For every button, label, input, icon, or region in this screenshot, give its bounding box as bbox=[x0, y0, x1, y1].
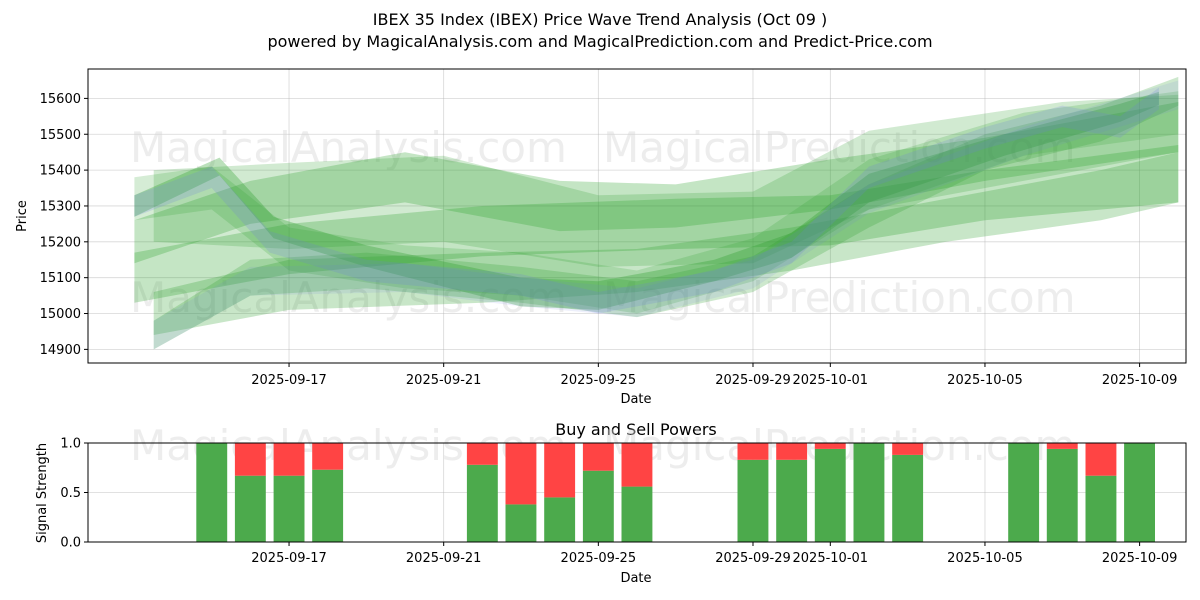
power-y-ticks: 0.0 0.5 1.0 bbox=[60, 437, 88, 551]
buy-bar bbox=[273, 475, 305, 542]
power-x-tick-label-3: 2025-09-29 bbox=[715, 551, 791, 566]
buy-bar bbox=[853, 443, 885, 542]
power-y-tick-label-2: 1.0 bbox=[60, 437, 81, 452]
price-wave-band-5 bbox=[153, 76, 1179, 350]
power-panel: Buy and Sell Powers MagicalAnalysis.com … bbox=[35, 420, 1187, 586]
power-bars bbox=[196, 443, 1155, 542]
watermark-prediction-bottom: MagicalPrediction.com bbox=[603, 273, 1076, 322]
buy-bar bbox=[312, 469, 344, 542]
power-x-tick-label-4: 2025-10-01 bbox=[793, 551, 869, 566]
power-x-ticks: 2025-09-17 2025-09-21 2025-09-25 2025-09-29… bbox=[251, 542, 1177, 566]
price-y-tick-label-7: 15600 bbox=[40, 92, 81, 107]
sell-bar bbox=[312, 443, 344, 470]
power-x-tick-label-5: 2025-10-05 bbox=[947, 551, 1023, 566]
price-gridlines bbox=[88, 69, 1186, 363]
buy-bar bbox=[544, 497, 576, 542]
price-watermarks: MagicalAnalysis.com MagicalPrediction.co… bbox=[130, 123, 1076, 322]
buy-bar bbox=[892, 454, 924, 542]
price-y-tick-label-5: 15400 bbox=[40, 164, 81, 179]
sell-bar bbox=[273, 443, 305, 476]
buy-bar bbox=[737, 459, 769, 542]
sell-bar bbox=[892, 443, 924, 455]
power-x-axis-label: Date bbox=[620, 571, 651, 586]
buy-bar bbox=[466, 464, 498, 542]
sell-bar bbox=[1046, 443, 1078, 449]
price-x-tick-label-3: 2025-09-29 bbox=[715, 373, 791, 388]
buy-bar bbox=[1046, 448, 1078, 542]
buy-bar bbox=[582, 470, 614, 542]
price-y-tick-label-2: 15100 bbox=[40, 271, 81, 286]
price-x-tick-label-4: 2025-10-01 bbox=[793, 373, 869, 388]
price-y-axis-label: Price bbox=[15, 200, 30, 232]
price-x-axis-label: Date bbox=[620, 392, 651, 407]
price-wave-band-2 bbox=[134, 145, 1179, 303]
chart-title: IBEX 35 Index (IBEX) Price Wave Trend An… bbox=[373, 10, 827, 29]
buy-bar bbox=[1008, 443, 1040, 542]
watermark-prediction-top: MagicalPrediction.com bbox=[603, 123, 1076, 172]
power-x-tick-label-1: 2025-09-21 bbox=[406, 551, 482, 566]
sell-bar bbox=[466, 443, 498, 465]
buy-bar bbox=[621, 486, 653, 542]
buy-bar bbox=[196, 443, 228, 542]
price-y-ticks: 14900 15000 15100 15200 15300 15400 15500 15600 bbox=[40, 92, 88, 358]
buy-bar bbox=[814, 448, 846, 542]
price-wave-band-3 bbox=[153, 152, 1179, 335]
power-y-tick-label-0: 0.0 bbox=[60, 536, 81, 551]
buy-bar bbox=[776, 459, 808, 542]
sell-bar bbox=[1085, 443, 1117, 476]
power-y-tick-label-1: 0.5 bbox=[60, 486, 81, 501]
price-x-tick-label-1: 2025-09-21 bbox=[406, 373, 482, 388]
price-x-tick-label-5: 2025-10-05 bbox=[947, 373, 1023, 388]
sell-bar bbox=[505, 443, 537, 505]
price-x-tick-label-0: 2025-09-17 bbox=[251, 373, 327, 388]
sell-bar bbox=[582, 443, 614, 471]
power-x-tick-label-0: 2025-09-17 bbox=[251, 551, 327, 566]
buy-bar bbox=[505, 504, 537, 542]
price-wave-band-4 bbox=[153, 94, 1179, 267]
price-wave-band-8 bbox=[153, 80, 1179, 350]
price-y-tick-label-6: 15500 bbox=[40, 128, 81, 143]
watermark-analysis-power: MagicalAnalysis.com bbox=[130, 421, 567, 470]
power-y-axis-label: Signal Strength bbox=[35, 443, 50, 543]
price-panel: MagicalAnalysis.com MagicalPrediction.co… bbox=[15, 68, 1187, 407]
buy-bar bbox=[1124, 443, 1155, 542]
watermark-analysis-top: MagicalAnalysis.com bbox=[130, 123, 567, 172]
watermark-analysis-bottom: MagicalAnalysis.com bbox=[130, 273, 567, 322]
price-x-tick-label-6: 2025-10-09 bbox=[1102, 373, 1178, 388]
price-y-tick-label-3: 15200 bbox=[40, 235, 81, 250]
sell-bar bbox=[737, 443, 769, 460]
price-x-tick-label-2: 2025-09-25 bbox=[561, 373, 637, 388]
price-x-ticks: 2025-09-17 2025-09-21 2025-09-25 2025-09-29… bbox=[251, 363, 1177, 388]
power-x-tick-label-6: 2025-10-09 bbox=[1102, 551, 1178, 566]
price-y-tick-label-1: 15000 bbox=[40, 307, 81, 322]
price-wave-band-6 bbox=[134, 91, 1179, 314]
buy-bar bbox=[1085, 475, 1117, 542]
sell-bar bbox=[544, 443, 576, 498]
price-axes-frame bbox=[87, 68, 1187, 364]
sell-bar bbox=[814, 443, 846, 449]
power-x-tick-label-2: 2025-09-25 bbox=[561, 551, 637, 566]
sell-bar bbox=[621, 443, 653, 487]
power-chart-title: Buy and Sell Powers bbox=[555, 420, 717, 439]
price-wave-band-7 bbox=[134, 87, 1159, 314]
price-wave-band-0 bbox=[134, 91, 1159, 310]
price-y-tick-label-4: 15300 bbox=[40, 199, 81, 214]
price-y-tick-label-0: 14900 bbox=[40, 343, 81, 358]
sell-bar bbox=[234, 443, 266, 476]
buy-bar bbox=[234, 475, 266, 542]
price-wave-band-1 bbox=[134, 102, 1179, 264]
price-wave-bands bbox=[134, 76, 1179, 350]
sell-bar bbox=[776, 443, 808, 460]
chart-subtitle: powered by MagicalAnalysis.com and Magic… bbox=[267, 32, 932, 51]
